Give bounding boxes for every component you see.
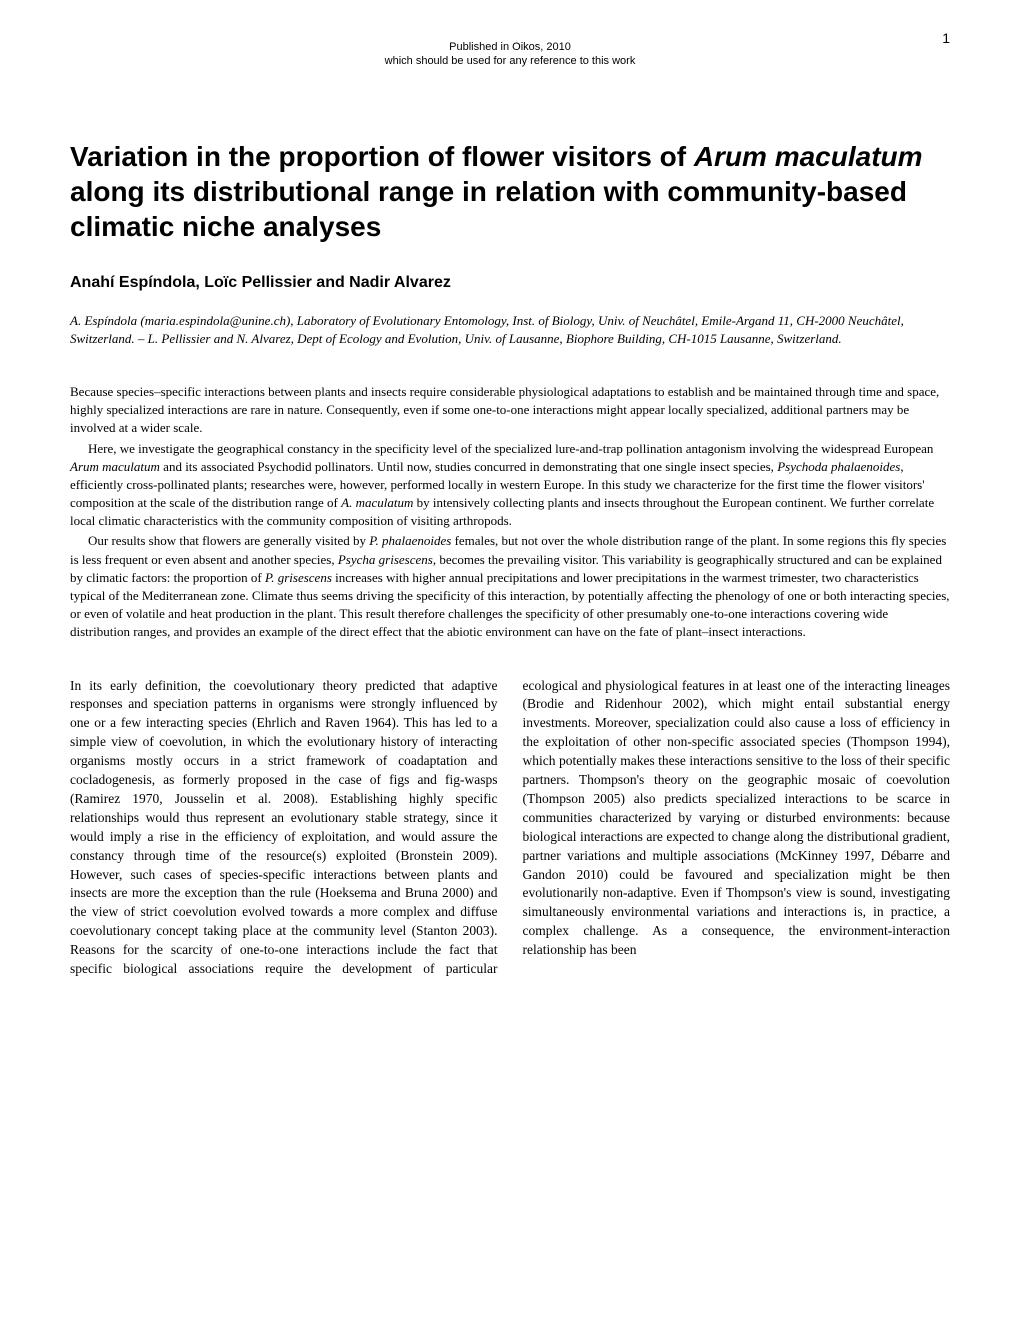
affiliations-block: A. Espíndola (maria.espindola@unine.ch),…: [70, 312, 950, 348]
abstract-p2-seg1: Here, we investigate the geographical co…: [88, 441, 933, 456]
abstract-para-2: Here, we investigate the geographical co…: [70, 440, 950, 531]
abstract-p3-italic-1: P. phalaenoides: [369, 533, 451, 548]
abstract-p2-seg2: and its associated Psychodid pollinators…: [160, 459, 777, 474]
abstract-p3-italic-2: Psycha grisescens: [338, 552, 433, 567]
publication-line-1: Published in Oikos, 2010: [70, 40, 950, 54]
page-number: 1: [942, 30, 950, 46]
article-title: Variation in the proportion of flower vi…: [70, 139, 950, 244]
title-text-before: Variation in the proportion of flower vi…: [70, 141, 694, 172]
publication-line-2: which should be used for any reference t…: [70, 54, 950, 68]
abstract-p2-italic-2: Psychoda phalaenoides: [777, 459, 900, 474]
publication-header: Published in Oikos, 2010 which should be…: [70, 40, 950, 69]
abstract-p2-italic-1: Arum maculatum: [70, 459, 160, 474]
abstract-p3-seg1: Our results show that flowers are genera…: [88, 533, 369, 548]
abstract-p2-italic-3: A. maculatum: [341, 495, 413, 510]
abstract-p3-italic-3: P. grisescens: [265, 570, 332, 585]
body-text-columns: In its early definition, the coevolution…: [70, 677, 950, 979]
title-text-after: along its distributional range in relati…: [70, 176, 907, 242]
authors-line: Anahí Espíndola, Loïc Pellissier and Nad…: [70, 274, 950, 292]
abstract-para-3: Our results show that flowers are genera…: [70, 532, 950, 641]
abstract-block: Because species–specific interactions be…: [70, 383, 950, 642]
abstract-para-1: Because species–specific interactions be…: [70, 383, 950, 438]
body-paragraph-1: In its early definition, the coevolution…: [70, 678, 950, 976]
title-species-italic: Arum maculatum: [694, 141, 923, 172]
